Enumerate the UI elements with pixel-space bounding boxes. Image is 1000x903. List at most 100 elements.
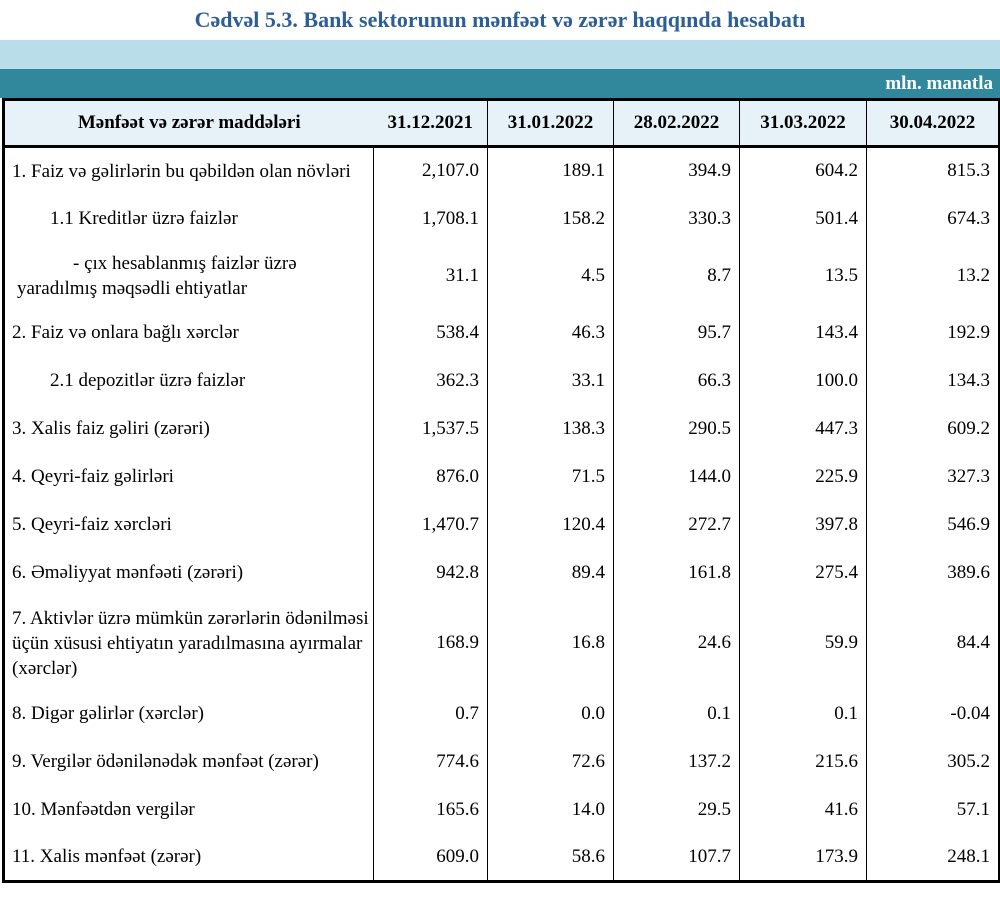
row-value: 100.0 [739, 356, 867, 405]
row-value: 538.4 [373, 308, 488, 357]
table-row: 9. Vergilər ödənilənədək mənfəət (zərər)… [3, 737, 1000, 786]
row-label: 4. Qeyri-faiz gəlirləri [3, 452, 374, 501]
row-label: 2.1 depozitlər üzrə faizlər [3, 356, 374, 405]
row-value: 107.7 [613, 833, 740, 882]
row-value: 1,537.5 [373, 404, 488, 453]
column-header-date-3: 28.02.2022 [613, 99, 740, 148]
row-value: 13.2 [866, 242, 1000, 309]
row-value: 876.0 [373, 452, 488, 501]
row-label: 7. Aktivlər üzrə mümkün zərərlərin ödəni… [3, 596, 374, 690]
column-header-items: Mənfəət və zərər maddələri [3, 99, 374, 148]
row-value: 275.4 [739, 548, 867, 597]
row-value: 165.6 [373, 785, 488, 834]
row-label: - çıx hesablanmış faizlər üzrə yaradılmı… [3, 242, 374, 309]
row-value: 138.3 [487, 404, 614, 453]
row-value: 72.6 [487, 737, 614, 786]
page-title: Cədvəl 5.3. Bank sektorunun mənfəət və z… [194, 7, 806, 32]
row-value: 0.7 [373, 689, 488, 738]
table-row: - çıx hesablanmış faizlər üzrə yaradılmı… [3, 242, 1000, 309]
row-value: 215.6 [739, 737, 867, 786]
row-value: 604.2 [739, 146, 867, 195]
row-value: 362.3 [373, 356, 488, 405]
row-value: 120.4 [487, 500, 614, 549]
row-value: 189.1 [487, 146, 614, 195]
row-label: 5. Qeyri-faiz xərcləri [3, 500, 374, 549]
row-value: 158.2 [487, 194, 614, 243]
table-row: 11. Xalis mənfəət (zərər) 609.0 58.6 107.7 1… [3, 833, 1000, 882]
row-label: 6. Əməliyyat mənfəəti (zərəri) [3, 548, 374, 597]
row-label: 10. Mənfəətdən vergilər [3, 785, 374, 834]
row-value: 89.4 [487, 548, 614, 597]
row-value: 33.1 [487, 356, 614, 405]
table-row: 4. Qeyri-faiz gəlirləri 876.0 71.5 144.0 225… [3, 452, 1000, 501]
row-value: 41.6 [739, 785, 867, 834]
row-value: 397.8 [739, 500, 867, 549]
row-value: 501.4 [739, 194, 867, 243]
row-value: 290.5 [613, 404, 740, 453]
table-header-row: Mənfəət və zərər maddələri 31.12.2021 31… [3, 99, 1000, 148]
column-header-date-2: 31.01.2022 [487, 99, 614, 148]
row-value: 815.3 [866, 146, 1000, 195]
row-value: 57.1 [866, 785, 1000, 834]
row-label: 1. Faiz və gəlirlərin bu qəbildən olan n… [3, 146, 374, 195]
table-row: 8. Digər gəlirlər (xərclər) 0.7 0.0 0.1 0.1-… [3, 689, 1000, 738]
row-value: 248.1 [866, 833, 1000, 882]
row-value: 16.8 [487, 596, 614, 690]
row-value: 95.7 [613, 308, 740, 357]
row-value: 2,107.0 [373, 146, 488, 195]
row-value: 29.5 [613, 785, 740, 834]
row-value: 0.1 [613, 689, 740, 738]
row-value: 71.5 [487, 452, 614, 501]
unit-label: mln. manatla [885, 72, 993, 94]
table-row: 2.1 depozitlər üzrə faizlər 362.3 33.1 66.3… [3, 356, 1000, 405]
row-value: 1,708.1 [373, 194, 488, 243]
row-value: 8.7 [613, 242, 740, 309]
table-row: 3. Xalis faiz gəliri (zərəri) 1,537.5 138.… [3, 404, 1000, 453]
row-value: 66.3 [613, 356, 740, 405]
row-value: 4.5 [487, 242, 614, 309]
row-value: 447.3 [739, 404, 867, 453]
row-value: 173.9 [739, 833, 867, 882]
row-value: 389.6 [866, 548, 1000, 597]
row-value: 134.3 [866, 356, 1000, 405]
row-value: 192.9 [866, 308, 1000, 357]
row-value: 0.1 [739, 689, 867, 738]
top-band [0, 40, 1000, 69]
row-value: -0.04 [866, 689, 1000, 738]
row-value: 394.9 [613, 146, 740, 195]
row-value: 168.9 [373, 596, 488, 690]
row-value: 330.3 [613, 194, 740, 243]
table-row: 10. Mənfəətdən vergilər 165.6 14.0 29.5 41.6… [3, 785, 1000, 834]
column-header-date-4: 31.03.2022 [739, 99, 867, 148]
table-row: 5. Qeyri-faiz xərcləri 1,470.7 120.4 272.7 3… [3, 500, 1000, 549]
row-value: 58.6 [487, 833, 614, 882]
row-value: 1,470.7 [373, 500, 488, 549]
row-value: 137.2 [613, 737, 740, 786]
row-value: 272.7 [613, 500, 740, 549]
column-header-date-5: 30.04.2022 [866, 99, 1000, 148]
row-label: 2. Faiz və onlara bağlı xərclər [3, 308, 374, 357]
column-header-date-1: 31.12.2021 [373, 99, 488, 148]
unit-band: mln. manatla [0, 69, 1000, 98]
row-value: 144.0 [613, 452, 740, 501]
table-row: 1. Faiz və gəlirlərin bu qəbildən olan n… [3, 146, 1000, 195]
row-value: 0.0 [487, 689, 614, 738]
table-row: 7. Aktivlər üzrə mümkün zərərlərin ödəni… [3, 596, 1000, 690]
row-value: 609.0 [373, 833, 488, 882]
row-value: 609.2 [866, 404, 1000, 453]
row-value: 305.2 [866, 737, 1000, 786]
row-value: 31.1 [373, 242, 488, 309]
row-label: 1.1 Kreditlər üzrə faizlər [3, 194, 374, 243]
row-value: 774.6 [373, 737, 488, 786]
table-row: 6. Əməliyyat mənfəəti (zərəri) 942.8 89.4 1… [3, 548, 1000, 597]
row-label: 3. Xalis faiz gəliri (zərəri) [3, 404, 374, 453]
row-value: 59.9 [739, 596, 867, 690]
row-value: 13.5 [739, 242, 867, 309]
table-row: 2. Faiz və onlara bağlı xərclər 538.4 46.3… [3, 308, 1000, 357]
report-page: Cədvəl 5.3. Bank sektorunun mənfəət və z… [0, 6, 1000, 903]
row-value: 942.8 [373, 548, 488, 597]
row-value: 161.8 [613, 548, 740, 597]
table-row: 1.1 Kreditlər üzrə faizlər 1,708.1 158.2 33… [3, 194, 1000, 243]
row-value: 14.0 [487, 785, 614, 834]
row-value: 84.4 [866, 596, 1000, 690]
